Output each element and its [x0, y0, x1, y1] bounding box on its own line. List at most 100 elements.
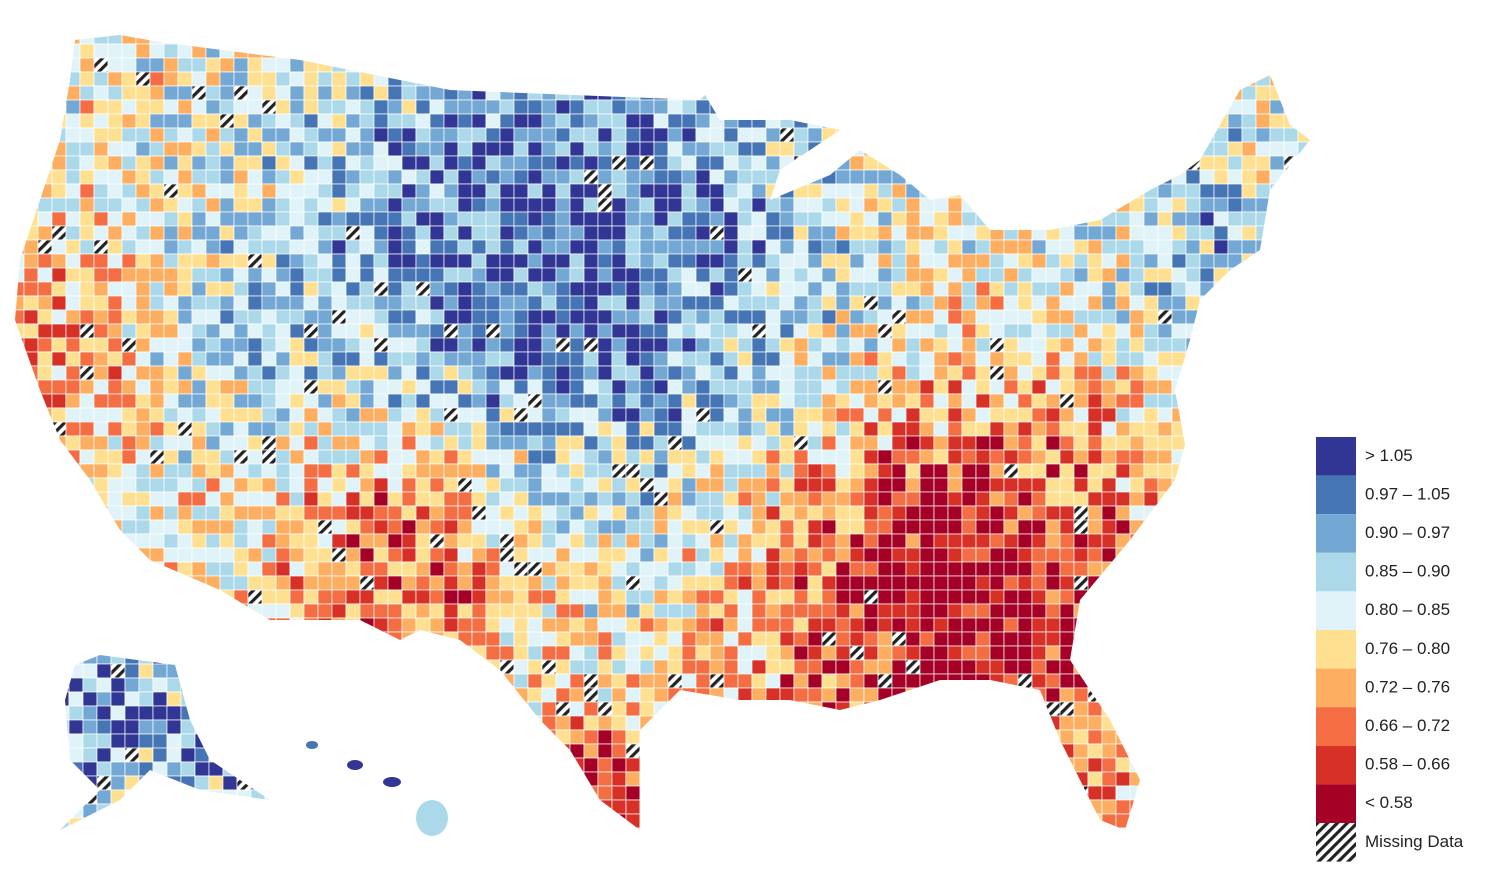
county — [121, 365, 137, 381]
county — [247, 589, 263, 605]
county — [1297, 645, 1310, 661]
county — [401, 561, 417, 577]
county — [625, 239, 641, 255]
county — [121, 519, 137, 535]
county — [387, 351, 403, 367]
county — [975, 449, 991, 465]
county — [205, 435, 221, 451]
county — [1031, 505, 1047, 521]
county — [37, 421, 53, 437]
county — [275, 435, 291, 451]
county — [1101, 35, 1117, 45]
county — [1157, 421, 1173, 437]
county — [1255, 645, 1271, 661]
county — [1297, 393, 1310, 409]
county — [121, 35, 137, 45]
county — [205, 561, 221, 577]
county — [1017, 71, 1033, 87]
county — [1059, 197, 1075, 213]
county — [1073, 617, 1089, 633]
county — [345, 435, 361, 451]
county — [765, 211, 781, 227]
county — [821, 393, 837, 409]
county — [107, 337, 123, 353]
county — [1045, 519, 1061, 535]
county — [247, 183, 263, 199]
county — [331, 281, 347, 297]
county — [975, 435, 991, 451]
county — [737, 435, 753, 451]
county — [639, 71, 655, 87]
county — [611, 617, 627, 633]
county — [1087, 659, 1103, 675]
county — [1283, 435, 1299, 451]
county — [639, 337, 655, 353]
county — [1017, 35, 1033, 45]
county — [471, 673, 487, 689]
county — [37, 463, 53, 479]
county — [317, 603, 333, 619]
county — [1045, 351, 1061, 367]
county — [429, 225, 445, 241]
county — [863, 491, 879, 507]
county — [765, 757, 781, 773]
county — [1157, 673, 1173, 689]
county — [219, 197, 235, 213]
county — [191, 715, 207, 731]
county — [569, 477, 585, 493]
county — [373, 645, 389, 661]
county — [737, 43, 753, 59]
county — [513, 127, 529, 143]
county — [1241, 421, 1257, 437]
county — [317, 85, 333, 101]
county — [1045, 505, 1061, 521]
county — [1073, 603, 1089, 619]
county — [247, 141, 263, 157]
county — [1157, 393, 1173, 409]
county — [1199, 85, 1215, 101]
county — [1059, 491, 1075, 507]
county — [541, 253, 557, 269]
county — [737, 561, 753, 577]
county — [1129, 239, 1145, 255]
county — [639, 715, 655, 731]
county — [877, 141, 893, 157]
county — [191, 239, 207, 255]
county — [37, 631, 53, 647]
county — [373, 659, 389, 675]
county — [1297, 169, 1310, 185]
county — [303, 197, 319, 213]
county — [401, 687, 417, 703]
county — [1143, 183, 1159, 199]
county — [429, 197, 445, 213]
county — [15, 267, 25, 283]
county — [289, 589, 305, 605]
county — [15, 309, 25, 325]
county — [1031, 729, 1047, 745]
county — [597, 127, 613, 143]
county — [1003, 99, 1019, 115]
county — [905, 337, 921, 353]
county — [401, 239, 417, 255]
county — [1171, 407, 1187, 423]
county — [765, 141, 781, 157]
county — [1031, 365, 1047, 381]
county — [23, 309, 39, 325]
county — [499, 85, 515, 101]
county — [317, 435, 333, 451]
county — [121, 197, 137, 213]
county — [709, 197, 725, 213]
county — [555, 645, 571, 661]
county — [793, 575, 809, 591]
county — [695, 337, 711, 353]
county — [667, 757, 683, 773]
county — [93, 603, 109, 619]
county — [1073, 379, 1089, 395]
county — [1129, 589, 1145, 605]
county — [107, 421, 123, 437]
county — [1143, 533, 1159, 549]
county — [891, 43, 907, 59]
county — [1129, 267, 1145, 283]
county — [1073, 547, 1089, 563]
county — [1241, 547, 1257, 563]
